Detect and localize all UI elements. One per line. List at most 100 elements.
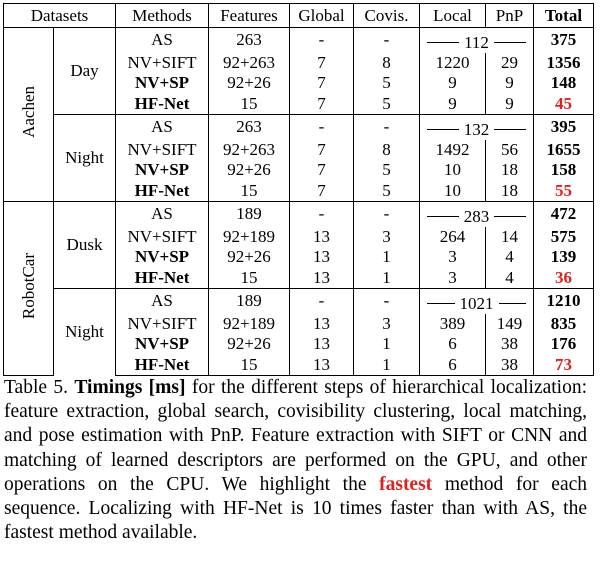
timings-table: Datasets Methods Features Global Covis. Local… (3, 3, 594, 376)
global-cell: 13 (289, 334, 354, 355)
features-cell: 92+263 (208, 52, 290, 73)
global-cell: 13 (289, 267, 354, 289)
table-row: HF-Net 15 7 5 9 9 45 (4, 93, 594, 115)
local-pnp-cell: 132 (419, 114, 534, 140)
table-row: NV+SP 92+26 13 1 6 38 176 (4, 334, 594, 355)
pnp-cell: 149 (485, 313, 534, 334)
local-cell: 9 (419, 93, 486, 115)
covis-cell: - (353, 27, 420, 53)
total-cell: 375 (533, 27, 594, 53)
dataset-name: RobotCar (18, 252, 38, 320)
table-header: Datasets Methods Features Global Covis. Local… (3, 3, 594, 28)
column-header: Local (419, 3, 486, 28)
features-cell: 189 (208, 201, 290, 227)
covis-cell: - (353, 114, 420, 140)
caption-label: Table 5. (4, 377, 69, 398)
covis-cell: - (353, 201, 420, 227)
table-row: RobotCar Dusk AS 189- -283 472 (3, 201, 594, 376)
condition-cell: Dusk (53, 201, 116, 289)
features-cell: 263 (208, 27, 290, 53)
column-header: Global (289, 3, 354, 28)
pnp-cell: 18 (485, 180, 534, 202)
covis-cell: 5 (353, 180, 420, 202)
caption: Table 5. Timings [ms] for the different … (4, 376, 587, 545)
local-pnp-value: 112 (422, 33, 531, 53)
covis-cell: 1 (353, 267, 420, 289)
method-cell: NV+SP (115, 334, 209, 355)
features-cell: 92+189 (208, 313, 290, 334)
global-cell: 7 (289, 73, 354, 94)
dataset-cell: RobotCar (3, 201, 54, 376)
global-cell: 7 (289, 180, 354, 202)
covis-cell: 5 (353, 73, 420, 94)
method-cell: HF-Net (115, 180, 209, 202)
global-cell: 13 (289, 313, 354, 334)
local-cell: 6 (419, 334, 486, 355)
global-cell: 7 (289, 52, 354, 73)
local-cell: 6 (419, 354, 486, 376)
features-cell: 15 (208, 93, 290, 115)
local-pnp-cell: 283 (419, 201, 534, 227)
features-cell: 92+26 (208, 160, 290, 181)
caption-text: for the different steps of hierarchical … (4, 377, 588, 495)
local-cell: 389 (419, 313, 486, 334)
column-header: Datasets (3, 3, 116, 28)
column-header: Features (208, 3, 290, 28)
table-row: Night AS 263- -132 395 (4, 114, 594, 202)
features-cell: 15 (208, 354, 290, 376)
table-row: NV+SIFT 92+189 13 3 389 149 835 (4, 313, 594, 334)
method-cell: NV+SIFT (115, 226, 209, 247)
method-cell: AS (115, 114, 209, 140)
total-cell: 176 (533, 334, 594, 355)
covis-cell: 1 (353, 334, 420, 355)
covis-cell: 1 (353, 354, 420, 376)
total-cell: 1356 (533, 52, 594, 73)
column-header: PnP (485, 3, 534, 28)
total-cell: 1210 (533, 288, 594, 314)
table-row: Night AS 189- -1021 1210 (4, 288, 594, 376)
total-cell: 139 (533, 247, 594, 268)
pnp-cell: 56 (485, 139, 534, 160)
total-cell: 158 (533, 160, 594, 181)
condition-cell: Night (53, 114, 116, 202)
local-cell: 3 (419, 267, 486, 289)
covis-cell: 1 (353, 247, 420, 268)
method-cell: AS (115, 27, 209, 53)
condition-cell: Day (53, 27, 116, 115)
covis-cell: 3 (353, 313, 420, 334)
features-cell: 92+26 (208, 247, 290, 268)
method-cell: NV+SP (115, 160, 209, 181)
method-cell: HF-Net (115, 267, 209, 289)
table-row: NV+SIFT 92+189 13 3 264 14 575 (4, 226, 594, 247)
table-row: NV+SIFT 92+263 7 8 1492 56 1655 (4, 139, 594, 160)
method-cell: AS (115, 288, 209, 314)
covis-cell: - (353, 288, 420, 314)
covis-cell: 5 (353, 160, 420, 181)
table-row: NV+SIFT 92+263 7 8 1220 29 1356 (4, 52, 594, 73)
local-cell: 9 (419, 73, 486, 94)
features-cell: 263 (208, 114, 290, 140)
caption-bold: Timings [ms] (74, 377, 186, 398)
features-cell: 92+189 (208, 226, 290, 247)
pnp-cell: 38 (485, 334, 534, 355)
total-cell: 36 (533, 267, 594, 289)
total-cell: 148 (533, 73, 594, 94)
features-cell: 189 (208, 288, 290, 314)
caption-highlight: fastest (379, 473, 433, 495)
column-header: Covis. (353, 3, 420, 28)
pnp-cell: 4 (485, 267, 534, 289)
covis-cell: 5 (353, 93, 420, 115)
covis-cell: 8 (353, 139, 420, 160)
total-cell: 395 (533, 114, 594, 140)
column-header: Total (533, 3, 594, 28)
global-cell: - (289, 114, 354, 140)
table-row: Aachen Day AS 263- -112 375 (3, 27, 594, 202)
local-pnp-value: 132 (422, 120, 531, 140)
total-cell: 835 (533, 313, 594, 334)
global-cell: 13 (289, 247, 354, 268)
table-row: NV+SP 92+26 7 5 9 9 148 (4, 73, 594, 94)
method-cell: NV+SP (115, 73, 209, 94)
method-cell: NV+SIFT (115, 313, 209, 334)
pnp-cell: 29 (485, 52, 534, 73)
